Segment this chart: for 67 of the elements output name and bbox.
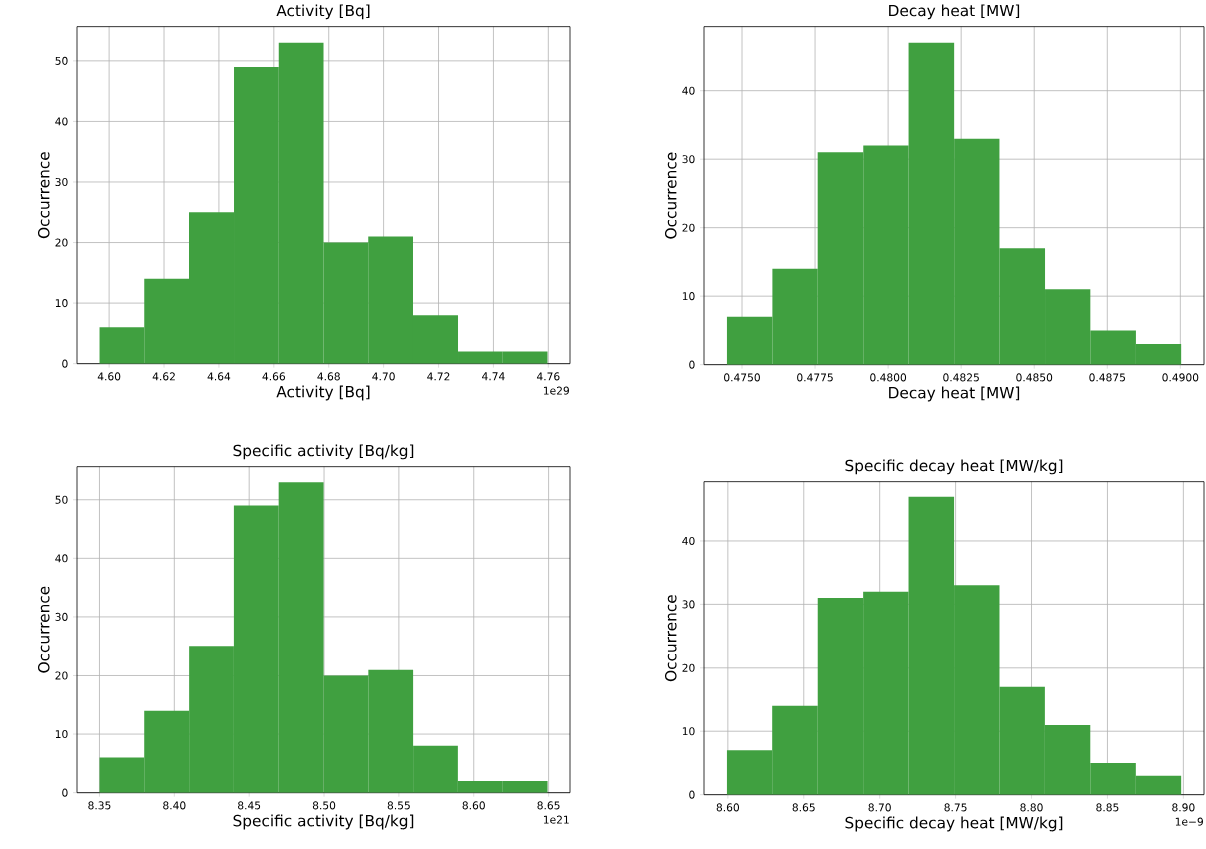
x-tick-label: 8.85: [1096, 803, 1119, 812]
y-tick-label: 30: [55, 178, 68, 187]
x-tick-label: 0.4775: [797, 373, 833, 382]
x-tick-label: 8.75: [944, 803, 967, 812]
y-tick-label: 0: [689, 360, 695, 369]
y-tick-label: 10: [682, 727, 695, 736]
x-tick-label: 0.4850: [1016, 373, 1053, 382]
x-tick-label: 4.74: [482, 372, 505, 381]
y-tick-label: 40: [55, 117, 68, 126]
x-tick-label: 8.40: [163, 801, 186, 810]
x-tick-label: 0.4875: [1089, 373, 1125, 382]
x-tick-label: 8.55: [387, 801, 410, 810]
y-tick-label: 20: [55, 238, 68, 247]
x-tick-label: 0.4800: [870, 373, 907, 382]
y-tick-label: 20: [682, 223, 695, 232]
x-tick-label: 0.4900: [1162, 373, 1199, 382]
y-tick-label: 0: [689, 790, 695, 799]
y-tick-label: 40: [55, 554, 68, 563]
x-tick-label: 0.4825: [943, 373, 979, 382]
x-tick-label: 8.60: [462, 801, 485, 810]
x-axis-title: Decay heat [MW]: [889, 386, 1020, 402]
x-tick-label: 4.64: [207, 372, 231, 381]
y-tick-label: 40: [682, 537, 695, 546]
y-axis-title: Occurrence: [37, 586, 50, 673]
x-tick-label: 4.76: [536, 372, 560, 381]
x-axis-title: Specific decay heat [MW/kg]: [845, 816, 1063, 832]
x-tick-label: 8.80: [1020, 803, 1043, 812]
y-tick-label: 30: [682, 600, 695, 609]
x-tick-label: 8.35: [88, 801, 111, 810]
y-tick-label: 20: [682, 663, 695, 673]
x-tick-label: 4.68: [317, 372, 340, 381]
y-tick-label: 0: [62, 359, 68, 368]
y-tick-label: 40: [682, 86, 695, 95]
y-axis-title: Occurrence: [37, 152, 50, 239]
y-tick-label: 10: [55, 730, 68, 739]
chart-title: Decay heat [MW]: [889, 4, 1020, 20]
y-tick-label: 30: [682, 155, 695, 164]
text: 1e21: [543, 815, 569, 824]
chart-title: Specific activity [Bq/kg]: [233, 444, 414, 460]
x-tick-label: 8.50: [312, 801, 336, 810]
x-tick-label: 8.45: [238, 801, 261, 810]
x-axis-title: Activity [Bq]: [276, 385, 370, 401]
x-tick-label: 4.62: [152, 372, 175, 381]
y-tick-label: 30: [55, 613, 68, 622]
x-tick-label: 8.65: [792, 803, 815, 812]
y-axis-title: Occurrence: [664, 595, 677, 682]
x-tick-label: 8.70: [868, 803, 891, 812]
y-tick-label: 0: [62, 788, 68, 797]
chart-title: Specific decay heat [MW/kg]: [845, 459, 1063, 475]
x-tick-label: 8.60: [716, 803, 740, 812]
y-axis-title: Occurrence: [664, 152, 677, 239]
x-tick-label: 0.4750: [724, 373, 760, 382]
x-tick-label: 8.90: [1172, 803, 1195, 812]
y-tick-label: 20: [55, 671, 68, 680]
y-tick-label: 50: [55, 495, 68, 504]
text: 1e29: [543, 386, 569, 395]
y-tick-label: 10: [682, 292, 695, 301]
y-tick-label: 10: [55, 299, 68, 308]
x-tick-label: 8.65: [537, 801, 560, 810]
chart-title: Activity [Bq]: [276, 4, 370, 20]
x-tick-label: 4.66: [262, 372, 286, 381]
x-tick-label: 4.72: [427, 372, 450, 381]
text: 1e−9: [1175, 817, 1203, 826]
x-tick-label: 4.70: [372, 372, 395, 381]
x-tick-label: 4.60: [97, 372, 121, 381]
y-tick-label: 50: [55, 57, 68, 66]
x-axis-title: Specific activity [Bq/kg]: [233, 814, 414, 830]
